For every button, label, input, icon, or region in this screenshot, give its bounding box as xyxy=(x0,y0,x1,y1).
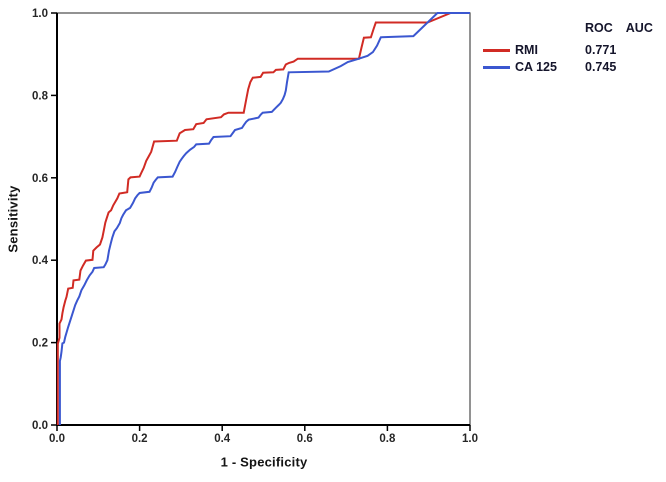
x-tick-label: 0.6 xyxy=(297,433,313,445)
x-tick-label: 0.4 xyxy=(214,433,231,445)
y-axis-label: Sensitivity xyxy=(5,185,21,253)
legend-label-ca125: CA 125 xyxy=(515,60,557,74)
ca125-line-sample xyxy=(483,66,510,69)
y-tick-label: 1.0 xyxy=(32,8,48,20)
legend-item-ca125: CA 125 0.745 xyxy=(483,59,653,76)
legend: ROC AUC RMI 0.771 CA 125 0.745 xyxy=(483,21,653,76)
legend-header-roc: ROC xyxy=(585,21,613,35)
legend-auc-rmi: 0.771 xyxy=(585,43,617,57)
y-tick-label: 0.6 xyxy=(32,173,48,185)
legend-item-rmi: RMI 0.771 xyxy=(483,42,653,59)
legend-label-rmi: RMI xyxy=(515,43,538,57)
plot-frame xyxy=(56,12,471,426)
x-tick-label: 0.0 xyxy=(49,433,65,445)
legend-auc-ca125: 0.745 xyxy=(585,60,617,74)
roc-curve-ca125 xyxy=(58,12,470,425)
x-tick-label: 1.0 xyxy=(462,433,478,445)
y-tick-label: 0.8 xyxy=(32,90,49,102)
axes xyxy=(56,13,470,426)
legend-header-auc: AUC xyxy=(625,21,653,35)
y-tick-label: 0.2 xyxy=(32,338,48,350)
x-tick-label: 0.8 xyxy=(379,433,396,445)
y-tick-label: 0.0 xyxy=(32,420,48,432)
y-tick-label: 0.4 xyxy=(32,255,49,267)
roc-curve-rmi xyxy=(56,12,470,425)
legend-header: ROC AUC xyxy=(585,21,653,36)
x-tick-label: 0.2 xyxy=(132,433,148,445)
x-axis-label: 1 - Specificity xyxy=(220,454,308,470)
rmi-line-sample xyxy=(483,49,510,52)
